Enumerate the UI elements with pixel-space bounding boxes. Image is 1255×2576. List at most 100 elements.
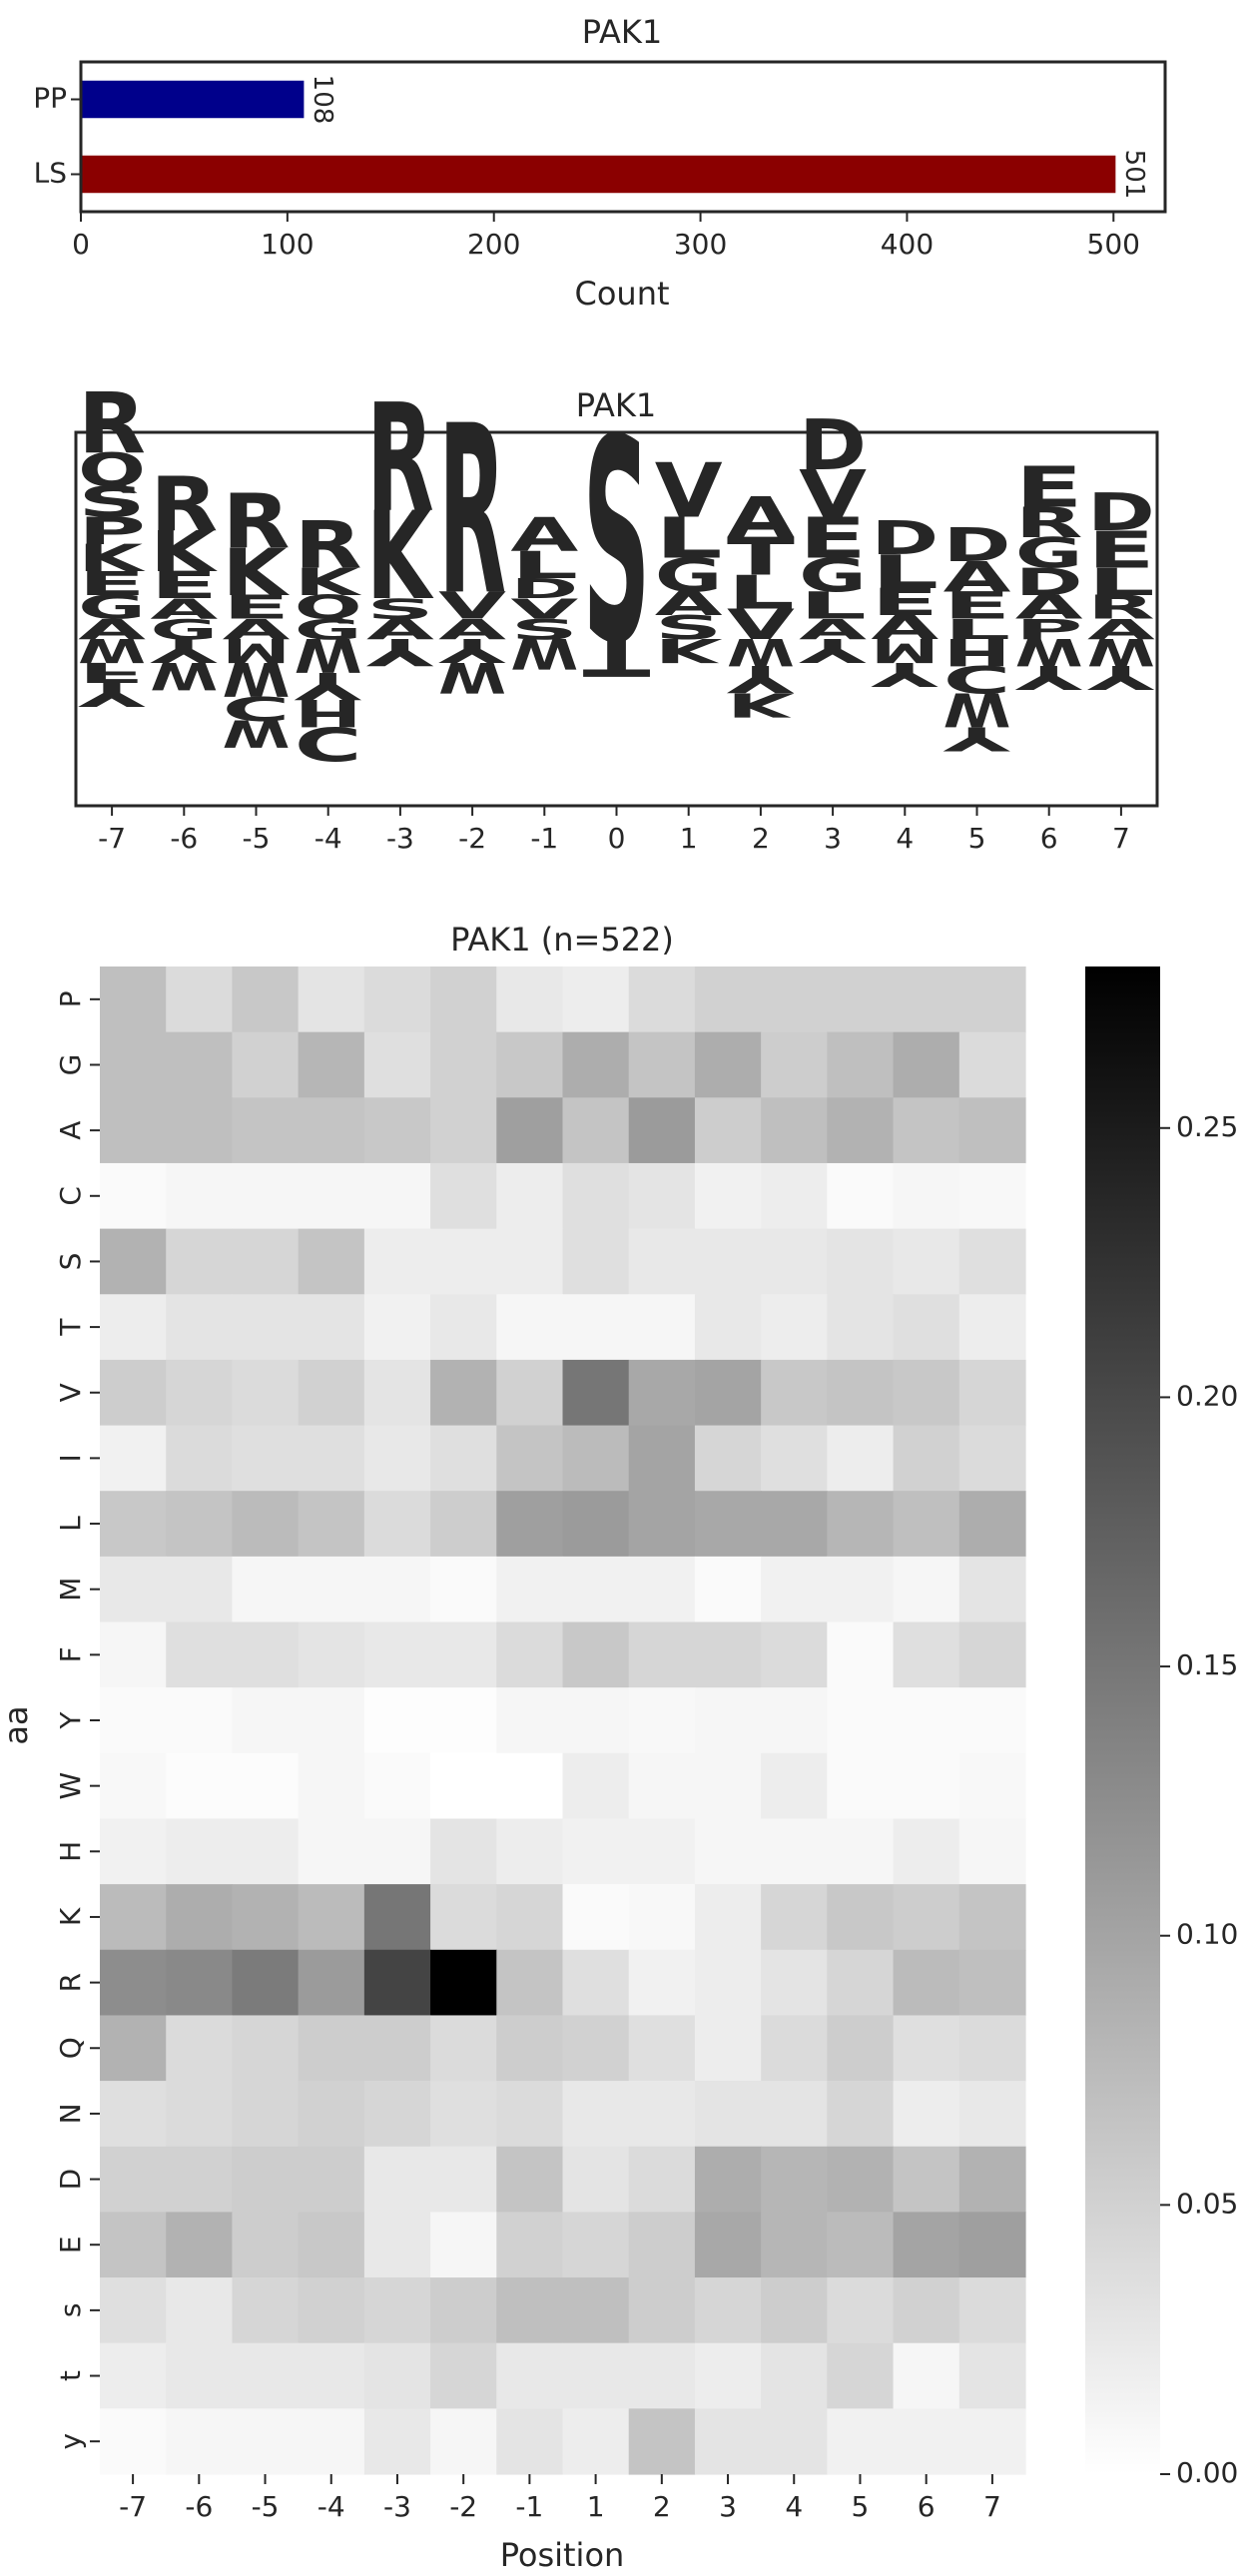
logo-letter: D [1087, 484, 1155, 543]
heatmap-cell [496, 1752, 564, 1820]
heatmap-cell [100, 1621, 167, 1688]
heatmap-cell [827, 2146, 895, 2213]
heatmap-cell [298, 1556, 365, 1623]
heatmap-cell [363, 1097, 431, 1164]
y-tick-label: I [54, 1454, 87, 1462]
x-tick-label: 4 [896, 822, 914, 855]
heatmap-cell [893, 2277, 960, 2344]
heatmap-cell [298, 1425, 365, 1492]
logo-letter: Q [78, 443, 146, 497]
x-tick-label: -4 [314, 822, 342, 855]
heatmap-cell [496, 2081, 564, 2148]
heatmap-cell [694, 1556, 762, 1623]
heatmap-cell [363, 1556, 431, 1623]
x-tick-label: 2 [752, 822, 770, 855]
count-chart-frame [79, 60, 1167, 214]
heatmap-cell [893, 2408, 960, 2475]
heatmap-cell [694, 1359, 762, 1427]
heatmap-cell [958, 1228, 1026, 1295]
logo-letter: W [438, 652, 506, 701]
heatmap-cell [958, 1818, 1026, 1885]
y-tick-label: H [54, 1841, 87, 1862]
heatmap-cell [562, 1162, 630, 1230]
x-tick-label: 4 [785, 2490, 803, 2523]
logo-letter: Y [438, 631, 506, 669]
logo-letter: Y [1087, 658, 1155, 696]
heatmap-cell [694, 1294, 762, 1361]
logo-letter: G [1015, 529, 1083, 578]
logo-letter: Y [1014, 658, 1082, 696]
logo-letter: A [871, 609, 939, 647]
heatmap-cell [100, 2277, 167, 2344]
logo-letter: S [583, 380, 651, 706]
heatmap-cell [893, 1294, 960, 1361]
heatmap-cell [562, 1031, 630, 1098]
heatmap-cell [496, 1621, 564, 1688]
x-tick-label: 500 [1087, 228, 1140, 261]
heatmap-cell [958, 2081, 1026, 2148]
heatmap-cell [893, 1491, 960, 1558]
y-tick-label: Q [54, 2037, 87, 2059]
heatmap-cell [363, 2277, 431, 2344]
heatmap-cell [893, 1228, 960, 1295]
logo-letter: E [871, 580, 939, 624]
heatmap-cell [958, 2146, 1026, 2213]
y-tick-label: s [54, 2303, 87, 2318]
heatmap-cell [496, 1556, 564, 1623]
heatmap-cell [562, 2277, 630, 2344]
y-tick-label: G [54, 1054, 87, 1076]
logo-letter: Y [78, 675, 146, 713]
logo-letter: A [78, 614, 147, 646]
y-tick-label: C [54, 1186, 87, 1206]
bar [81, 80, 305, 119]
heatmap-cell [166, 1621, 234, 1688]
heatmap-cell [827, 2015, 895, 2082]
heatmap-cell [166, 2408, 234, 2475]
heatmap-cell [100, 1359, 167, 1427]
x-tick-label: 400 [881, 228, 934, 261]
heatmap-cell [628, 1031, 696, 1098]
heatmap-cell [166, 2146, 234, 2213]
logo-letter: M [223, 631, 291, 669]
logo-letter: A [799, 614, 868, 646]
y-tick-label: S [54, 1253, 87, 1271]
heatmap-cell [232, 1228, 300, 1295]
x-tick-label: -1 [515, 2490, 543, 2523]
count-chart-xlabel: Count [574, 275, 669, 313]
heatmap-cell [694, 1752, 762, 1820]
logo-letter: A [727, 486, 795, 551]
heatmap-cell [694, 2081, 762, 2148]
logo-letter: W [223, 712, 291, 755]
heatmap-cell [827, 1425, 895, 1492]
logo-letter: A [510, 507, 578, 561]
logo-letter: R [223, 479, 291, 566]
heatmap-cell [363, 2212, 431, 2278]
y-tick-label: V [54, 1383, 87, 1402]
x-tick-label: 6 [1040, 822, 1058, 855]
y-tick-label: P [54, 990, 87, 1007]
heatmap-cell [761, 2015, 828, 2082]
heatmap-cell [761, 1884, 828, 1951]
logo-letter: T [583, 627, 651, 687]
heatmap-cell [628, 2277, 696, 2344]
heatmap-cell [562, 1491, 630, 1558]
logo-letter: W [727, 630, 795, 673]
logo-letter: E [799, 506, 867, 571]
heatmap-cell [562, 1359, 630, 1427]
heatmap-cell [496, 1228, 564, 1295]
y-tick-label: F [54, 1646, 87, 1662]
heatmap-cell [958, 1425, 1026, 1492]
x-tick-label: -5 [252, 2490, 280, 2523]
heatmap-cell [430, 966, 497, 1033]
x-tick-label: -2 [449, 2490, 477, 2523]
heatmap-cell [562, 1818, 630, 1885]
heatmap-cell [430, 2081, 497, 2148]
logo-letter: W [295, 628, 362, 683]
heatmap-cell [166, 1359, 234, 1427]
logo-letter: R [295, 508, 362, 584]
heatmap-cell [496, 2342, 564, 2409]
heatmap-cell [562, 1621, 630, 1688]
logo-letter: L [799, 584, 867, 627]
heatmap-cell [232, 2212, 300, 2278]
heatmap-cell [363, 1491, 431, 1558]
